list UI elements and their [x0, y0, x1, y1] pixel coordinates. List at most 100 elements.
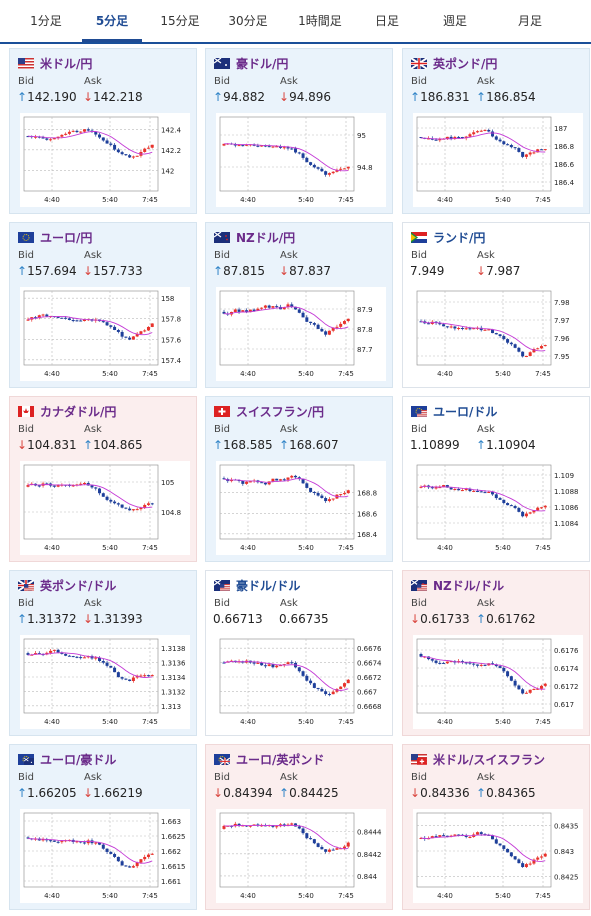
pair-name[interactable]: ユーロ/豪ドル — [40, 753, 117, 767]
rate-card[interactable]: ユーロ/英ポンド Bid Ask ↓0.84394 ↑0.84425 0.8444 0.84… — [205, 744, 393, 910]
price-chart[interactable]: 1.663 1.6625 1.662 1.6615 1.661 4:40 5:40 7:45 — [20, 809, 190, 903]
y-tick-label: 168.4 — [357, 531, 378, 539]
price-chart[interactable]: 0.6176 0.6174 0.6172 0.617 4:40 5:40 7:45 — [413, 635, 583, 729]
arrow-up-icon: ↑ — [476, 786, 487, 800]
pair-name[interactable]: 英ポンド/ドル — [40, 579, 117, 593]
pair-name[interactable]: 米ドル/円 — [40, 57, 93, 71]
pair-name[interactable]: ランド/円 — [433, 231, 486, 245]
tab-3[interactable]: 30分足 — [228, 14, 268, 28]
pair-name[interactable]: NZドル/円 — [236, 231, 296, 245]
rate-card[interactable]: 豪ドル/ドル Bid Ask 0.66713 0.66735 0.6676 0.6674 0.… — [205, 570, 393, 736]
pair-name[interactable]: ユーロ/円 — [40, 231, 93, 245]
rate-card[interactable]: カナダドル/円 Bid Ask ↓104.831 ↑104.865 105 104.8 4:4… — [9, 396, 197, 562]
x-tick-label: 4:40 — [240, 718, 256, 726]
candle-body — [75, 841, 79, 843]
candle-body — [434, 487, 438, 489]
arrow-up-icon: ↑ — [17, 90, 28, 104]
candle-body — [128, 337, 132, 340]
pair-name[interactable]: ユーロ/ドル — [433, 405, 498, 419]
rate-card[interactable]: ユーロ/豪ドル Bid Ask ↑1.66205 ↓1.66219 1.663 1.6625… — [9, 744, 197, 910]
tab-5[interactable]: 日足 — [374, 14, 399, 28]
rate-card[interactable]: ユーロ/円 Bid Ask ↑157.694 ↓157.733 158 157.8 157.6… — [9, 222, 197, 388]
x-tick-label: 7:45 — [535, 370, 551, 378]
candle-body — [342, 168, 346, 170]
candle-body — [528, 863, 532, 865]
y-tick-label: 0.8442 — [357, 851, 382, 859]
tab-1[interactable]: 5分足 — [82, 0, 142, 42]
price-chart[interactable]: 187 186.8 186.6 186.4 4:40 5:40 7:45 — [413, 113, 583, 207]
pair-title[interactable]: 英ポンド/円 — [411, 55, 497, 71]
rate-card[interactable]: NZドル/円 Bid Ask ↑87.815 ↓87.837 87.9 87.8 87.7 4:… — [205, 222, 393, 388]
pair-name[interactable]: カナダドル/円 — [40, 405, 117, 419]
pair-name[interactable]: ユーロ/英ポンド — [236, 753, 325, 767]
ask-price: ↑104.865 — [83, 438, 143, 452]
pair-title[interactable]: カナダドル/円 — [18, 403, 116, 419]
rate-card[interactable]: NZドル/ドル Bid Ask ↓0.61733 ↑0.61762 0.6176 0.617… — [402, 570, 590, 736]
price-chart[interactable]: 87.9 87.8 87.7 4:40 5:40 7:45 — [216, 287, 386, 381]
pair-name[interactable]: NZドル/ドル — [433, 579, 505, 593]
rate-card[interactable]: 米ドル/スイスフラン Bid Ask ↓0.84336 ↑0.84365 0.8435 0.… — [402, 744, 590, 910]
price-chart[interactable]: 1.3138 1.3136 1.3134 1.3132 1.313 4:40 5:40 7:4… — [20, 635, 190, 729]
rate-card[interactable]: ランド/円 Bid Ask 7.949 ↓7.987 7.98 7.97 7.96 7.95 4:… — [402, 222, 590, 388]
ask-label: Ask — [280, 250, 298, 261]
pair-name[interactable]: 豪ドル/円 — [236, 57, 289, 71]
tab-6[interactable]: 週足 — [442, 14, 467, 28]
pair-title[interactable]: ランド/円 — [411, 229, 485, 245]
price-chart[interactable]: 0.8435 0.843 0.8425 4:40 5:40 7:45 — [413, 809, 583, 903]
pair-name[interactable]: 米ドル/スイスフラン — [433, 753, 546, 767]
candle-body — [109, 325, 113, 327]
ask-price-value: 0.66735 — [279, 612, 329, 626]
pair-title[interactable]: ユーロ/ドル — [411, 403, 497, 419]
pair-title[interactable]: ユーロ/円 — [18, 229, 92, 245]
pair-title[interactable]: ユーロ/豪ドル — [18, 751, 116, 767]
rate-card[interactable]: ユーロ/ドル Bid Ask 1.10899 ↑1.10904 1.109 1.1088 1.… — [402, 396, 590, 562]
candle-body — [331, 498, 335, 500]
candle-body — [539, 507, 543, 509]
candle-body — [509, 852, 513, 857]
rate-card[interactable]: 豪ドル/円 Bid Ask ↑94.882 ↓94.896 95 94.8 4:40 5:40 7… — [205, 48, 393, 214]
pair-title[interactable]: スイスフラン/円 — [214, 403, 324, 419]
tab-2[interactable]: 15分足 — [160, 14, 200, 28]
pair-title[interactable]: ユーロ/英ポンド — [214, 751, 324, 767]
rate-card[interactable]: 米ドル/円 Bid Ask ↑142.190 ↓142.218 142.4 142.2 142… — [9, 48, 197, 214]
candle-body — [248, 481, 252, 483]
candle-body — [146, 854, 150, 857]
pair-title[interactable]: 英ポンド/ドル — [18, 577, 116, 593]
arrow-down-icon: ↓ — [83, 264, 94, 278]
price-chart[interactable]: 0.8444 0.8442 0.844 4:40 5:40 7:45 — [216, 809, 386, 903]
price-chart[interactable]: 158 157.8 157.6 157.4 4:40 5:40 7:45 — [20, 287, 190, 381]
price-chart[interactable]: 0.6676 0.6674 0.6672 0.667 0.6668 4:40 5:40 7:4… — [216, 635, 386, 729]
tab-0[interactable]: 1分足 — [30, 14, 62, 28]
pair-title[interactable]: 豪ドル/円 — [214, 55, 288, 71]
pair-title[interactable]: 米ドル/スイスフラン — [411, 751, 545, 767]
arrow-up-icon: ↑ — [213, 264, 224, 278]
pair-name[interactable]: スイスフラン/円 — [236, 405, 325, 419]
candle-body — [513, 856, 517, 860]
candle-body — [509, 144, 513, 148]
price-chart[interactable]: 1.109 1.1088 1.1086 1.1084 4:40 5:40 7:45 — [413, 461, 583, 555]
pair-title[interactable]: NZドル/円 — [214, 229, 295, 245]
candle-body — [94, 657, 98, 659]
pair-title[interactable]: NZドル/ドル — [411, 577, 504, 593]
rate-card[interactable]: 英ポンド/ドル Bid Ask ↑1.31372 ↓1.31393 1.3138 1.313… — [9, 570, 197, 736]
candle-body — [98, 842, 102, 845]
pair-title[interactable]: 米ドル/円 — [18, 55, 92, 71]
rate-card[interactable]: 英ポンド/円 Bid Ask ↑186.831 ↑186.854 187 186.8 186.… — [402, 48, 590, 214]
rate-card[interactable]: スイスフラン/円 Bid Ask ↑168.585 ↑168.607 168.8 168.6… — [205, 396, 393, 562]
price-chart[interactable]: 142.4 142.2 142 4:40 5:40 7:45 — [20, 113, 190, 207]
flag-icon — [18, 58, 34, 69]
price-chart[interactable]: 95 94.8 4:40 5:40 7:45 — [216, 113, 386, 207]
candle-body — [301, 153, 305, 158]
price-chart[interactable]: 105 104.8 4:40 5:40 7:45 — [20, 461, 190, 555]
tab-4[interactable]: 1時間足 — [298, 14, 342, 28]
arrow-down-icon: ↓ — [17, 438, 28, 452]
pair-name[interactable]: 英ポンド/円 — [433, 57, 498, 71]
pair-title[interactable]: 豪ドル/ドル — [214, 577, 300, 593]
candle-body — [301, 312, 305, 318]
price-chart[interactable]: 168.8 168.6 168.4 4:40 5:40 7:45 — [216, 461, 386, 555]
candle-body — [342, 493, 346, 495]
tab-7[interactable]: 月足 — [517, 14, 542, 28]
price-chart[interactable]: 7.98 7.97 7.96 7.95 4:40 5:40 7:45 — [413, 287, 583, 381]
pair-name[interactable]: 豪ドル/ドル — [236, 579, 301, 593]
candle-body — [498, 139, 502, 142]
